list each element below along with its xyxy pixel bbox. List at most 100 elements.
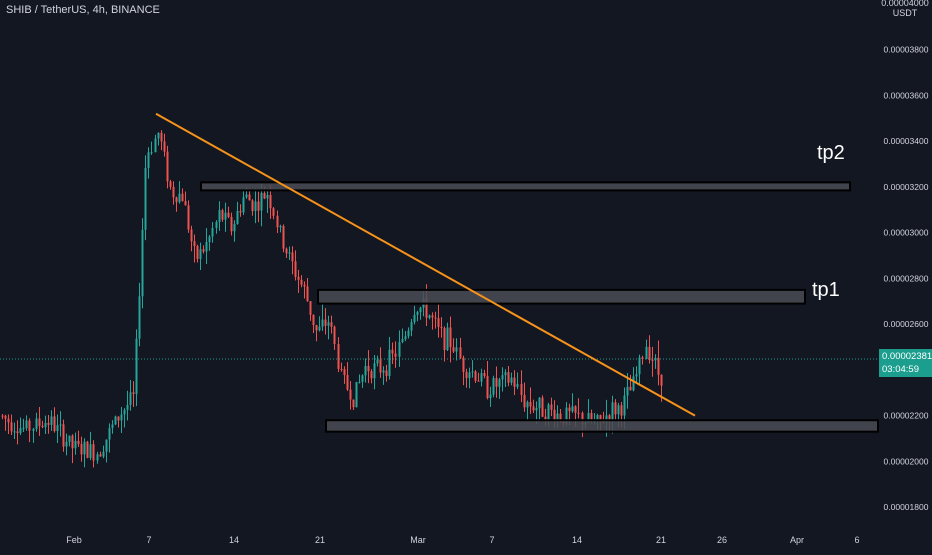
candle-body <box>297 276 300 280</box>
candle-body <box>285 248 288 254</box>
candle-body <box>108 428 111 440</box>
y-tick-label: 0.00001800 <box>884 502 929 512</box>
candle-body <box>370 371 373 379</box>
candle-body <box>333 326 336 345</box>
candle-body <box>510 377 513 383</box>
candle-body <box>211 227 214 237</box>
candle-body <box>321 319 324 327</box>
candle-body <box>437 318 440 327</box>
candle-body <box>178 193 181 203</box>
candle-body <box>577 412 580 414</box>
candle-body <box>59 424 62 426</box>
candle-body <box>623 395 626 416</box>
candle-body <box>276 215 279 228</box>
y-tick-label: 0.00002600 <box>884 319 929 329</box>
x-tick-label: 6 <box>854 535 859 545</box>
candle-body <box>35 418 38 429</box>
candle-body <box>330 322 333 327</box>
x-tick-label: 26 <box>717 535 727 545</box>
candle-body <box>660 374 663 386</box>
candle-body <box>117 416 120 421</box>
candle-body <box>38 418 41 426</box>
candle-body <box>233 223 236 232</box>
candle-body <box>520 383 523 395</box>
candle-body <box>99 454 102 457</box>
candle-body <box>123 409 126 415</box>
candle-body <box>68 435 71 442</box>
candle-body <box>626 386 629 396</box>
x-tick-label: Feb <box>66 535 82 545</box>
candle-body <box>449 327 452 348</box>
candle-body <box>92 444 95 461</box>
candle-body <box>172 186 175 198</box>
candle-body <box>22 428 25 430</box>
candle-body <box>431 315 434 318</box>
candle-body <box>144 167 147 230</box>
x-tick-label: 7 <box>489 535 494 545</box>
candle-body <box>526 402 529 408</box>
candle-body <box>340 368 343 370</box>
zones-group <box>200 181 879 433</box>
candle-body <box>19 428 22 433</box>
candle-body <box>538 397 541 409</box>
candle-body <box>590 412 593 422</box>
candle-body <box>413 314 416 323</box>
zone-support[interactable] <box>325 419 879 433</box>
candle-body <box>190 229 193 242</box>
candle-body <box>13 431 16 433</box>
candle-body <box>571 406 574 412</box>
candle-body <box>83 441 86 455</box>
candle-body <box>199 249 202 259</box>
candle-body <box>163 141 166 152</box>
candle-body <box>388 349 391 376</box>
descending-trendline[interactable] <box>155 112 696 417</box>
candle-body <box>44 422 47 428</box>
candle-body <box>306 286 309 302</box>
candle-body <box>230 216 233 232</box>
candle-body <box>581 412 584 425</box>
zone-tp1[interactable] <box>317 288 806 305</box>
candle-body <box>401 339 404 343</box>
candle-body <box>294 261 297 277</box>
candle-body <box>568 407 571 412</box>
candle-body <box>254 201 257 212</box>
candle-body <box>407 330 410 337</box>
candle-body <box>501 375 504 380</box>
candle-body <box>318 326 321 331</box>
candle-body <box>86 441 89 458</box>
y-axis-unit: 0.00004000 USDT <box>880 0 930 18</box>
candle-body <box>224 212 227 220</box>
candle-body <box>25 420 28 429</box>
candle-body <box>184 201 187 206</box>
candle-body <box>352 399 355 408</box>
y-tick-label: 0.00002000 <box>884 456 929 466</box>
candle-body <box>53 416 56 431</box>
bar-countdown: 03:04:59 <box>882 364 919 375</box>
candle-body <box>480 373 483 382</box>
candle-body <box>263 193 266 199</box>
candle-body <box>349 389 352 400</box>
candle-body <box>474 371 477 381</box>
y-tick-label: 0.00003200 <box>884 182 929 192</box>
y-axis-unit-label: USDT <box>892 8 918 18</box>
candle-body <box>434 317 437 319</box>
candle-body <box>150 152 153 154</box>
candle-body <box>312 314 315 326</box>
current-price-badge: 0.00002381 03:04:59 <box>879 349 932 377</box>
candle-body <box>32 428 35 431</box>
candle-body <box>361 375 364 382</box>
x-axis: Feb 7 14 21 Mar 7 14 21 26 Apr 6 <box>66 535 859 545</box>
candle-body <box>654 357 657 361</box>
candle-body <box>495 378 498 387</box>
candles-group <box>1 130 663 468</box>
candle-body <box>65 441 68 447</box>
candle-body <box>620 405 623 416</box>
candle-body <box>468 372 471 379</box>
candle-body <box>425 298 428 318</box>
zone-tp2[interactable] <box>200 181 851 192</box>
y-axis-top-label: 0.00004000 <box>881 0 929 8</box>
candle-body <box>157 132 160 139</box>
